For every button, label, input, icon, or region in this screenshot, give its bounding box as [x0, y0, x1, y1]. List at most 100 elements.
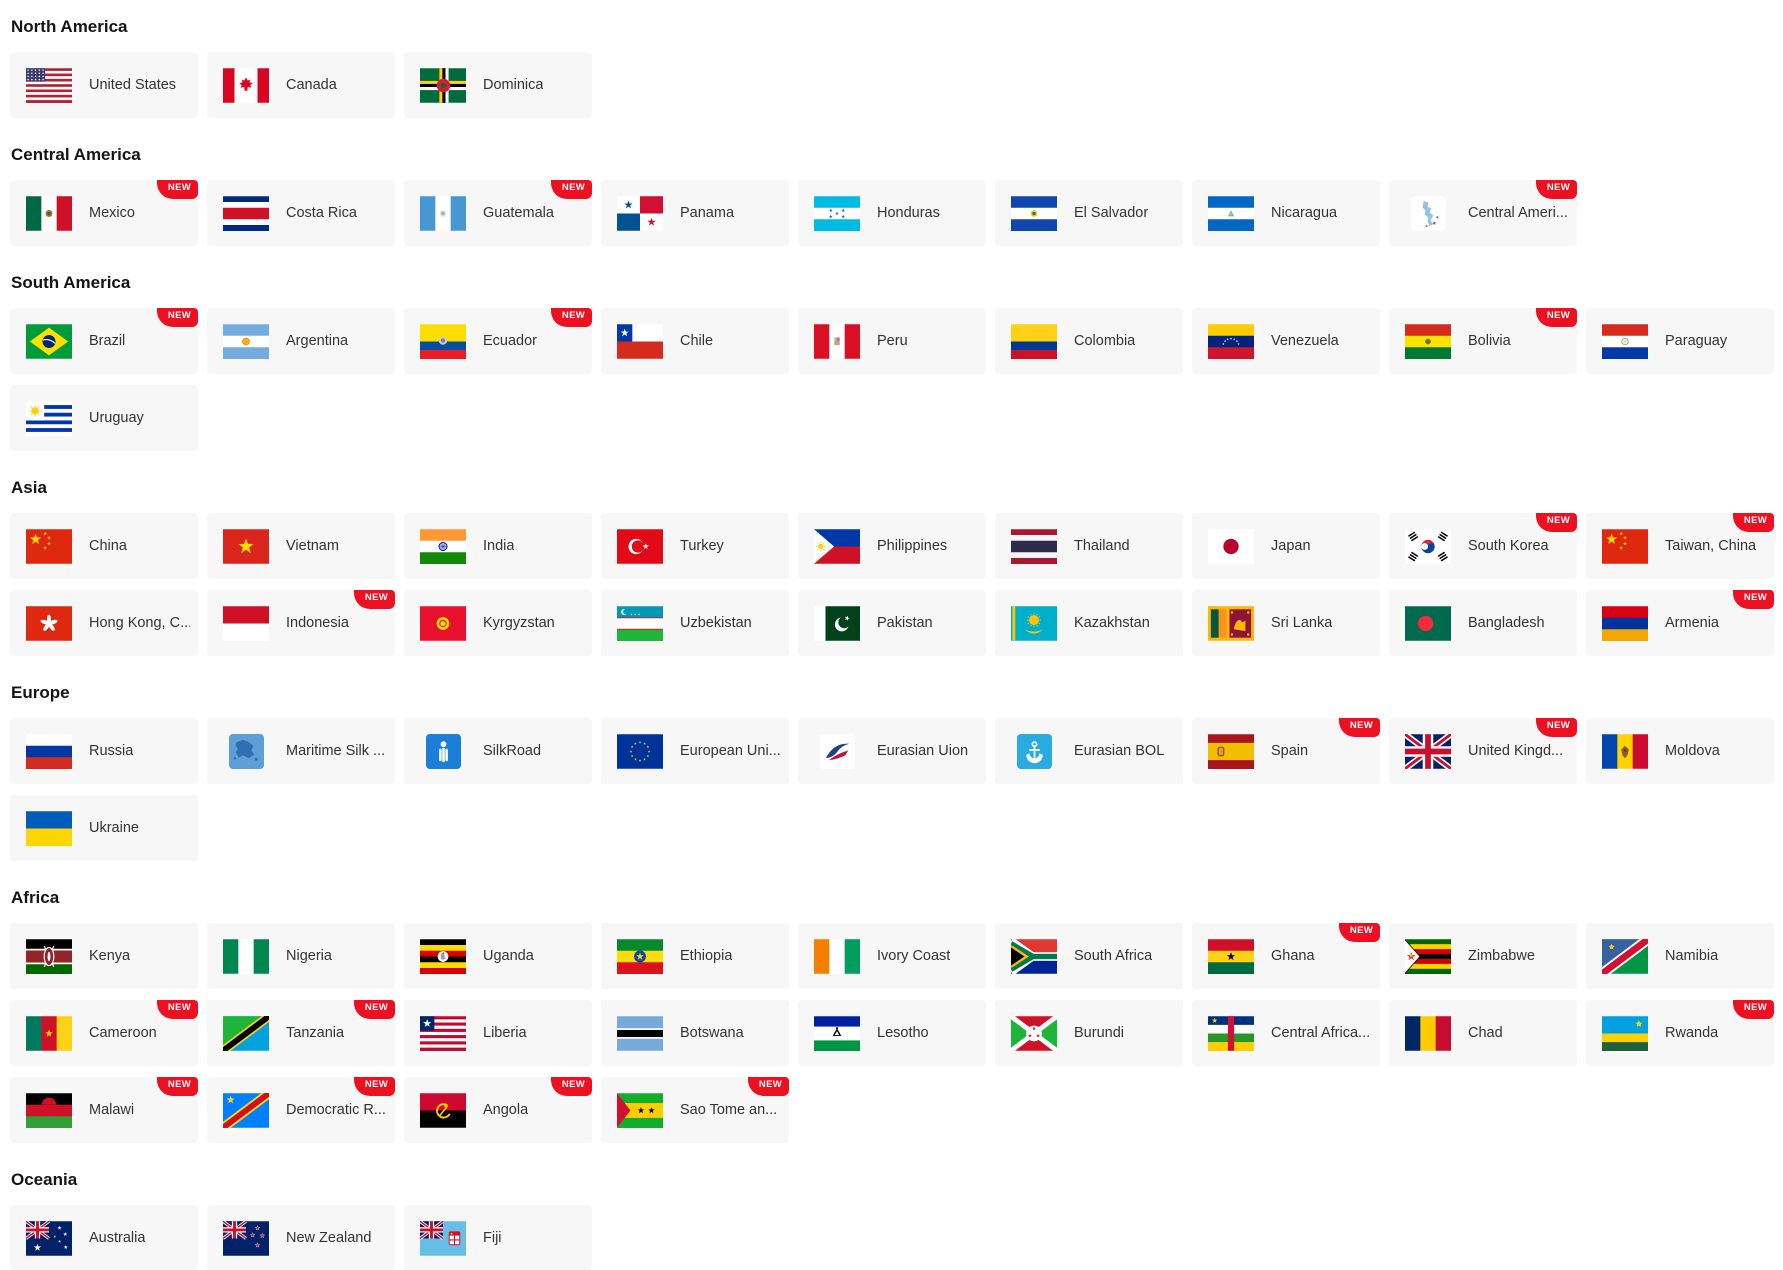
country-card-camap[interactable]: Central Ameri... NEW [1389, 180, 1577, 246]
country-label: Russia [89, 743, 134, 759]
flag-euasun-icon [819, 733, 855, 769]
country-card-co[interactable]: Colombia [995, 308, 1183, 374]
country-card-jp[interactable]: Japan [1192, 513, 1380, 579]
country-card-eubol[interactable]: Eurasian BOL [995, 718, 1183, 784]
country-card-ni[interactable]: Nicaragua [1192, 180, 1380, 246]
country-label: Thailand [1074, 538, 1130, 554]
country-card-py[interactable]: Paraguay [1586, 308, 1774, 374]
country-card-ug[interactable]: Uganda [404, 923, 592, 989]
country-card-tr[interactable]: Turkey [601, 513, 789, 579]
flag-slot [617, 733, 663, 769]
country-card-vn[interactable]: Vietnam [207, 513, 395, 579]
country-card-th[interactable]: Thailand [995, 513, 1183, 579]
country-card-gb[interactable]: United Kingd... NEW [1389, 718, 1577, 784]
country-card-cf[interactable]: Central Africa... [1192, 1000, 1380, 1066]
country-card-za[interactable]: South Africa [995, 923, 1183, 989]
country-card-am[interactable]: Armenia NEW [1586, 590, 1774, 656]
country-card-na[interactable]: Namibia [1586, 923, 1774, 989]
country-card-msilk[interactable]: Maritime Silk ... [207, 718, 395, 784]
flag-slot [814, 528, 860, 564]
country-card-tz[interactable]: Tanzania NEW [207, 1000, 395, 1066]
country-label: Pakistan [877, 615, 933, 631]
country-card-gt[interactable]: Guatemala NEW [404, 180, 592, 246]
country-card-bi[interactable]: Burundi [995, 1000, 1183, 1066]
new-badge: NEW [1732, 513, 1774, 532]
country-card-silkroad[interactable]: SilkRoad [404, 718, 592, 784]
country-card-ar[interactable]: Argentina [207, 308, 395, 374]
country-card-ru[interactable]: Russia [10, 718, 198, 784]
country-card-cl[interactable]: Chile [601, 308, 789, 374]
country-card-md[interactable]: Moldova [1586, 718, 1774, 784]
country-card-hn[interactable]: Honduras [798, 180, 986, 246]
country-card-tw[interactable]: Taiwan, China NEW [1586, 513, 1774, 579]
country-card-ca[interactable]: Canada [207, 52, 395, 118]
country-label: El Salvador [1074, 205, 1149, 221]
country-card-es[interactable]: Spain NEW [1192, 718, 1380, 784]
country-card-cn[interactable]: China [10, 513, 198, 579]
flag-slot [1011, 938, 1057, 974]
flag-gt-icon [420, 195, 466, 231]
flag-ca-icon [223, 67, 269, 103]
country-label: Botswana [680, 1025, 744, 1041]
region-title-europe: Europe [11, 683, 70, 702]
country-card-zw[interactable]: Zimbabwe [1389, 923, 1577, 989]
country-card-cm[interactable]: Cameroon NEW [10, 1000, 198, 1066]
country-card-ua[interactable]: Ukraine [10, 795, 198, 861]
country-card-et[interactable]: Ethiopia [601, 923, 789, 989]
country-card-us[interactable]: United States [10, 52, 198, 118]
country-label: Turkey [680, 538, 724, 554]
country-card-gh[interactable]: Ghana NEW [1192, 923, 1380, 989]
country-card-td[interactable]: Chad [1389, 1000, 1577, 1066]
country-card-nz[interactable]: New Zealand [207, 1205, 395, 1270]
country-card-id[interactable]: Indonesia NEW [207, 590, 395, 656]
country-label: Bangladesh [1468, 615, 1545, 631]
country-card-br[interactable]: Brazil NEW [10, 308, 198, 374]
country-card-mx[interactable]: Mexico NEW [10, 180, 198, 246]
country-label: Eurasian BOL [1074, 743, 1165, 759]
flag-co-icon [1011, 323, 1057, 359]
country-label: Sao Tome an... [680, 1102, 778, 1118]
country-card-ke[interactable]: Kenya [10, 923, 198, 989]
country-label: Ivory Coast [877, 948, 951, 964]
flag-slot [420, 195, 466, 231]
country-card-hk[interactable]: Hong Kong, C... [10, 590, 198, 656]
country-card-cd[interactable]: Democratic R... NEW [207, 1077, 395, 1143]
country-card-uy[interactable]: Uruguay [10, 385, 198, 451]
country-card-cr[interactable]: Costa Rica [207, 180, 395, 246]
country-card-lr[interactable]: Liberia [404, 1000, 592, 1066]
country-card-bw[interactable]: Botswana [601, 1000, 789, 1066]
flag-kz-icon [1011, 605, 1057, 641]
country-card-ls[interactable]: Lesotho [798, 1000, 986, 1066]
country-card-ao[interactable]: Angola NEW [404, 1077, 592, 1143]
country-card-kz[interactable]: Kazakhstan [995, 590, 1183, 656]
country-card-fj[interactable]: Fiji [404, 1205, 592, 1270]
country-card-eu[interactable]: European Uni... [601, 718, 789, 784]
country-label: Chile [680, 333, 714, 349]
country-grid: Mexico NEW Costa Rica Guatemala NEW Pana… [10, 180, 1783, 246]
country-card-ve[interactable]: Venezuela [1192, 308, 1380, 374]
country-card-ng[interactable]: Nigeria [207, 923, 395, 989]
country-card-in[interactable]: India [404, 513, 592, 579]
country-card-au[interactable]: Australia [10, 1205, 198, 1270]
country-card-bd[interactable]: Bangladesh [1389, 590, 1577, 656]
country-card-st[interactable]: Sao Tome an... NEW [601, 1077, 789, 1143]
country-card-pk[interactable]: Pakistan [798, 590, 986, 656]
flag-pe-icon [814, 323, 860, 359]
country-card-rw[interactable]: Rwanda NEW [1586, 1000, 1774, 1066]
country-card-ec[interactable]: Ecuador NEW [404, 308, 592, 374]
country-card-mw[interactable]: Malawi NEW [10, 1077, 198, 1143]
country-card-dm[interactable]: Dominica [404, 52, 592, 118]
country-card-ci[interactable]: Ivory Coast [798, 923, 986, 989]
country-card-pe[interactable]: Peru [798, 308, 986, 374]
country-card-kr[interactable]: South Korea NEW [1389, 513, 1577, 579]
country-card-pa[interactable]: Panama [601, 180, 789, 246]
country-card-lk[interactable]: Sri Lanka [1192, 590, 1380, 656]
country-card-kg[interactable]: Kyrgyzstan [404, 590, 592, 656]
country-card-ph[interactable]: Philippines [798, 513, 986, 579]
country-card-uz[interactable]: Uzbekistan [601, 590, 789, 656]
flag-et-icon [617, 938, 663, 974]
country-card-bo[interactable]: Bolivia NEW [1389, 308, 1577, 374]
country-card-sv[interactable]: El Salvador [995, 180, 1183, 246]
country-label: European Uni... [680, 743, 781, 759]
country-card-euasun[interactable]: Eurasian Uion [798, 718, 986, 784]
